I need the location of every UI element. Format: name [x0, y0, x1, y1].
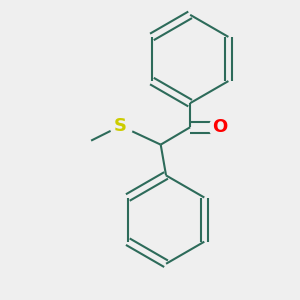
Text: O: O — [212, 118, 227, 136]
Text: S: S — [114, 117, 127, 135]
